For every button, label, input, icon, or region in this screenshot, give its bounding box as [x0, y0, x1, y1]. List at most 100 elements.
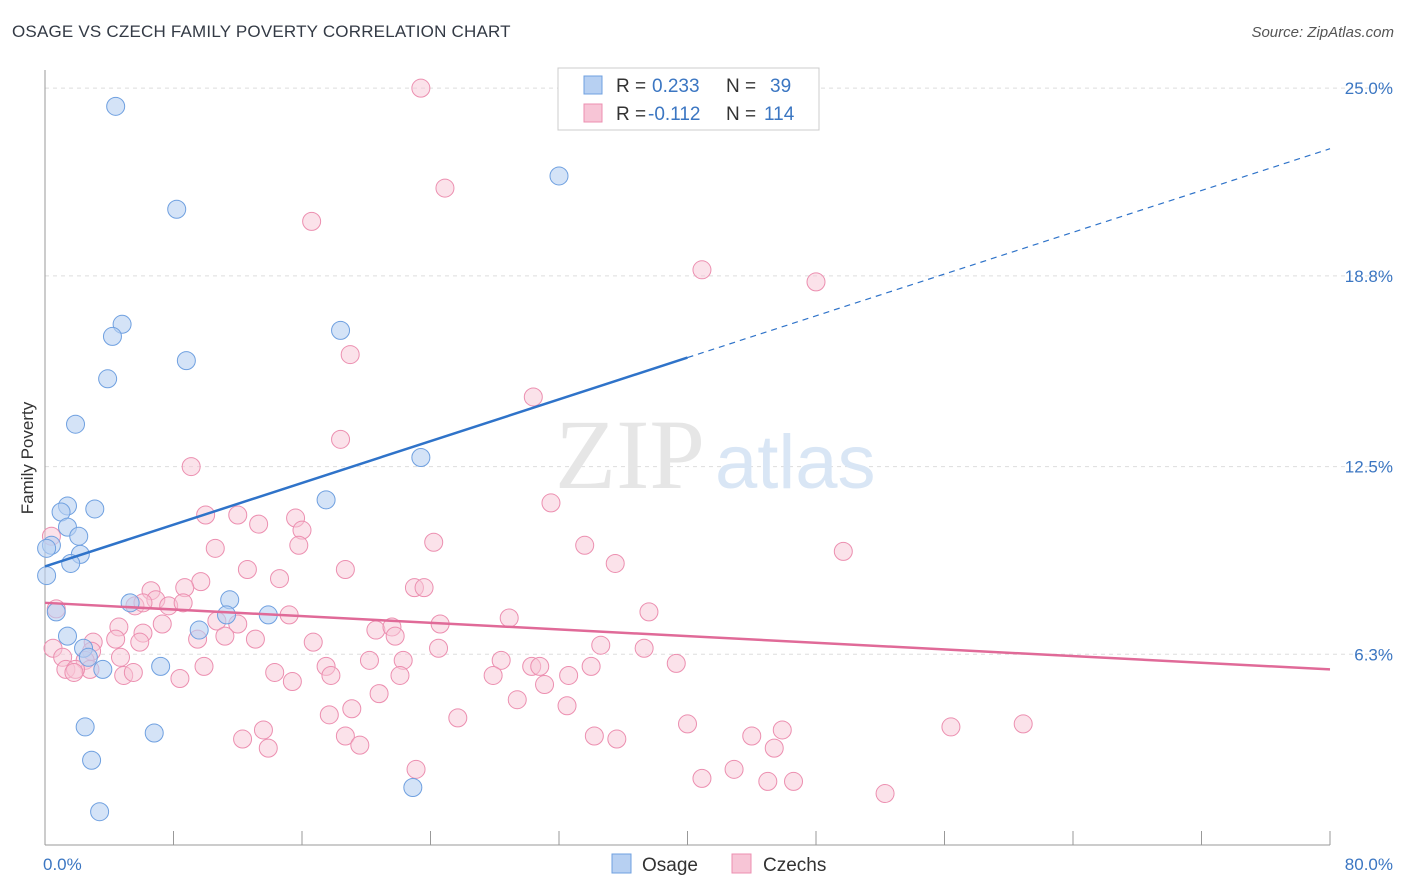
czechs-point-57	[429, 638, 449, 658]
czechs-point-99	[584, 726, 604, 746]
czechs-point-53	[303, 632, 323, 652]
watermark-atlas: atlas	[715, 420, 876, 505]
czechs-point-50	[245, 629, 265, 649]
czechs-point-8	[181, 457, 201, 477]
czechs-point-100	[607, 729, 627, 749]
osage-point-20	[37, 566, 57, 586]
osage-point-15	[69, 526, 89, 546]
czechs-point-98	[233, 729, 253, 749]
czechs-point-19	[205, 538, 225, 558]
watermark: ZIP atlas	[555, 399, 876, 510]
czechs-point-87	[507, 690, 527, 710]
czechs-point-82	[123, 662, 143, 682]
czechs-point-104	[258, 738, 278, 758]
osage-point-8	[66, 414, 86, 434]
osage-point-22	[120, 593, 140, 613]
osage-trend-line	[44, 356, 688, 568]
y-tick-label-3: 25.0%	[1345, 79, 1393, 98]
bottom-legend-czechs-label: Czechs	[763, 855, 826, 876]
czechs-point-7	[331, 429, 351, 449]
osage-points	[37, 96, 569, 822]
czechs-point-108	[758, 771, 778, 791]
y-tick-label-2: 18.8%	[1345, 267, 1393, 286]
legend-osage-r-value: 0.233	[652, 76, 700, 97]
czechs-point-6	[523, 387, 543, 407]
osage-point-5	[331, 320, 351, 340]
czechs-point-11	[228, 505, 248, 525]
czechs-point-63	[359, 650, 379, 670]
czechs-point-41	[152, 614, 172, 634]
x-tick-label-1: 80.0%	[1345, 855, 1393, 874]
bottom-legend-osage-label: Osage	[642, 855, 698, 876]
czechs-point-18	[289, 535, 309, 555]
legend: R = 0.233 N = 39 R = -0.112 N = 114	[557, 67, 820, 131]
osage-point-2	[549, 166, 569, 186]
grid-lines	[45, 87, 1392, 655]
czechs-point-34	[173, 593, 193, 613]
czechs-point-110	[875, 784, 895, 804]
bottom-legend-osage-swatch	[611, 853, 632, 874]
osage-point-30	[93, 659, 113, 679]
czechs-point-89	[342, 699, 362, 719]
czechs-point-93	[772, 720, 792, 740]
czechs-point-67	[530, 656, 550, 676]
osage-point-13	[316, 490, 336, 510]
osage-point-4	[102, 326, 122, 346]
osage-point-9	[411, 448, 431, 467]
czechs-point-54	[130, 632, 150, 652]
y-tick-label-0: 6.3%	[1354, 645, 1393, 664]
trend-lines	[44, 148, 1331, 671]
osage-point-24	[217, 605, 237, 625]
legend-czechs-swatch	[583, 103, 603, 123]
czechs-point-43	[366, 620, 386, 640]
czechs-point-75	[64, 662, 84, 682]
czechs-point-88	[557, 696, 577, 716]
czechs-point-107	[692, 768, 712, 788]
czechs-point-109	[784, 771, 804, 791]
czechs-point-0	[411, 78, 431, 98]
czechs-point-101	[742, 726, 762, 746]
czechs-point-56	[634, 638, 654, 658]
bottom-legend: Osage Czechs	[611, 853, 826, 876]
czechs-point-2	[302, 211, 322, 231]
osage-trend-extension	[687, 148, 1331, 359]
legend-czechs-n-value: 114	[764, 104, 795, 125]
osage-point-27	[57, 626, 77, 646]
czechs-point-13	[249, 514, 269, 534]
czechs-point-17	[575, 535, 595, 555]
czechs-point-68	[581, 656, 601, 676]
czechs-point-9	[541, 493, 561, 513]
czechs-point-91	[448, 708, 468, 728]
czechs-point-51	[106, 629, 126, 649]
czechs-point-105	[406, 759, 426, 779]
czechs-point-21	[605, 553, 625, 573]
czechs-point-97	[335, 726, 355, 746]
osage-point-33	[144, 723, 164, 743]
osage-point-0	[106, 96, 126, 116]
y-tick-label-1: 12.5%	[1345, 458, 1393, 477]
czechs-point-48	[215, 626, 235, 646]
czechs-point-16	[424, 532, 444, 552]
czechs-point-36	[639, 602, 659, 622]
chart-title: OSAGE VS CZECH FAMILY POVERTY CORRELATIO…	[12, 22, 511, 41]
osage-point-31	[151, 656, 171, 676]
legend-osage-swatch	[583, 75, 603, 95]
czechs-point-76	[265, 662, 285, 682]
watermark-zip: ZIP	[555, 399, 705, 510]
czechs-point-20	[833, 541, 853, 561]
czechs-point-4	[806, 272, 826, 292]
czechs-point-1	[435, 178, 455, 198]
legend-czechs-r-label: R =	[616, 104, 646, 125]
czechs-points	[41, 78, 1033, 804]
czechs-point-79	[483, 665, 503, 685]
czechs-point-102	[764, 738, 784, 758]
czechs-point-86	[369, 684, 389, 704]
legend-osage-n-value: 39	[770, 76, 791, 97]
czechs-point-106	[724, 759, 744, 779]
bottom-legend-czechs-swatch	[731, 853, 752, 874]
osage-point-6	[176, 351, 196, 371]
czechs-point-3	[692, 260, 712, 280]
legend-osage-n-label: N =	[726, 76, 756, 97]
czechs-point-94	[941, 717, 961, 737]
